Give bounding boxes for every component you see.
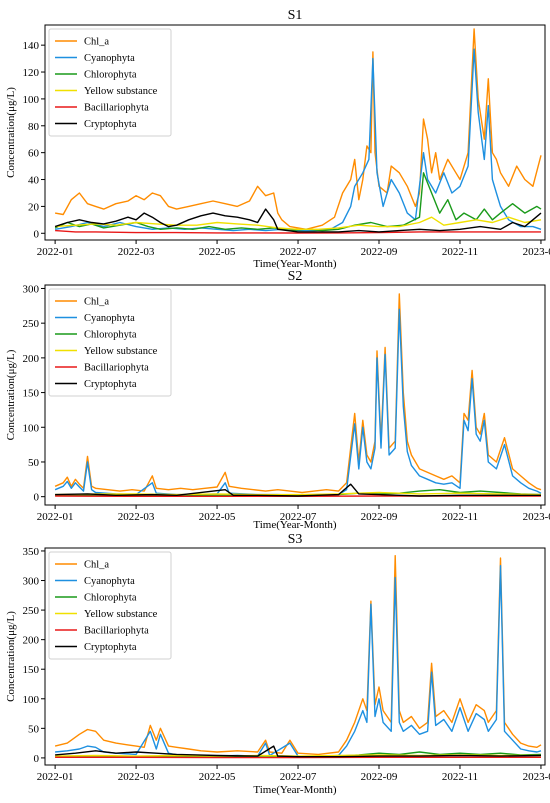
legend-entry: Cryptophyta [84,119,137,130]
series-line-chlorophyta [54,172,542,232]
x-tick-label: 2022-05 [199,511,236,523]
legend-entry: Yellow substance [84,609,158,620]
chart-panel-3: S3 0 50 100 150 200 250 300 350 2022-01 2022-03 202… [5,532,550,796]
legend-entry: Cyanophyta [84,576,135,587]
x-tick-label: 2023-01 [523,246,550,258]
plot-frame [44,547,546,766]
series-line-cryptophyta [55,745,542,758]
x-tick-label: 2022-07 [280,246,317,258]
y-tick-label: 150 [23,664,40,676]
x-tick-label: 2023-01 [523,511,550,523]
x-tick-label: 2022-01 [37,246,74,258]
y-tick-label: 0 [34,753,40,765]
legend-entry: Yellow substance [84,346,158,357]
chart-title: S2 [288,269,303,284]
y-tick-label: 100 [23,422,40,434]
y-tick-label: 50 [28,723,40,735]
legend: Chl_a Cyanophyta Chlorophyta Yellow substan… [48,551,172,660]
plot-frame [44,284,546,506]
series-line-yellow-substance [55,491,542,496]
x-tick-label: 2022-03 [118,246,155,258]
y-tick-label: 80 [28,121,40,133]
x-tick-label: 2022-09 [361,771,398,783]
legend-entry: Cryptophyta [84,642,137,653]
series-line-cyanophyta [55,565,542,758]
legend-entry: Chl_a [84,297,109,308]
legend-box [48,288,172,397]
series-line-chlorophyta [55,751,542,758]
series-line-cryptophyta [55,483,541,497]
y-tick-label: 350 [23,546,40,558]
y-tick-label: 200 [23,353,40,365]
y-tick-label: 140 [23,40,40,52]
legend-entry: Cyanophyta [84,53,135,64]
x-tick-label: 2022-03 [118,511,155,523]
legend-entry: Chlorophyta [84,70,137,81]
y-tick-label: 0 [34,228,40,240]
x-tick-label: 2022-09 [361,246,398,258]
y-tick-label: 150 [23,388,40,400]
legend-entry: Chl_a [84,560,109,571]
x-tick-label: 2022-03 [118,771,155,783]
x-tick-label: 2022-11 [442,771,478,783]
legend-entry: Chlorophyta [84,330,137,341]
legend: Chl_a Cyanophyta Chlorophyta Yellow substan… [48,288,172,397]
y-axis-label: Concentration(μg/L) [5,87,17,178]
x-tick-label: 2022-11 [442,246,478,258]
chart-title: S1 [288,8,303,23]
y-tick-label: 250 [23,318,40,330]
y-axis-label: Concentration(μg/L) [5,611,17,702]
y-axis-label: Concentration(μg/L) [5,349,17,440]
y-tick-label: 300 [23,576,40,588]
y-tick-label: 50 [28,457,40,469]
x-tick-label: 2022-07 [280,771,317,783]
y-tick-label: 250 [23,605,40,617]
legend-entry: Yellow substance [84,86,158,97]
y-tick-label: 100 [23,694,40,706]
series-line-bacillariophyta [55,229,541,234]
y-tick-label: 100 [23,94,40,106]
y-tick-label: 60 [28,148,40,160]
x-tick-label: 2022-05 [199,771,236,783]
x-axis-label: Time(Year-Month) [253,784,337,796]
legend-entry: Bacillariophyta [84,363,149,374]
legend-entry: Cyanophyta [84,313,135,324]
y-tick-label: 20 [28,201,40,213]
legend-box [48,28,172,137]
chart-panel-1: S1 0 20 40 60 80 100 120 140 2022-01 2022-03 2022-0… [5,8,550,270]
y-tick-label: 0 [34,492,40,504]
x-tick-label: 2023-01 [523,771,550,783]
x-tick-label: 2022-11 [442,511,478,523]
y-tick-label: 300 [23,283,40,295]
legend-entry: Bacillariophyta [84,103,149,114]
series-line-cryptophyta [54,208,542,233]
x-tick-label: 2022-05 [199,246,236,258]
x-tick-label: 2022-07 [280,511,317,523]
x-tick-label: 2022-09 [361,511,398,523]
y-tick-label: 120 [23,67,40,79]
chart-panel-2: S2 0 50 100 150 200 250 300 2022-01 2022-03 2022-0… [5,269,550,531]
legend: Chl_a Cyanophyta Chlorophyta Yellow substan… [48,28,172,137]
legend-entry: Chlorophyta [84,593,137,604]
y-tick-label: 40 [28,175,40,187]
series-line-chl-a [54,28,542,230]
series-line-yellow-substance [55,216,542,230]
chart-title: S3 [288,532,303,547]
x-axis-label: Time(Year-Month) [253,258,337,270]
x-tick-label: 2022-01 [37,511,74,523]
x-tick-label: 2022-01 [37,771,74,783]
legend-entry: Cryptophyta [84,379,137,390]
legend-entry: Chl_a [84,37,109,48]
plot-frame [44,24,546,241]
y-tick-label: 200 [23,635,40,647]
series-line-chl-a [54,555,542,756]
legend-entry: Bacillariophyta [84,626,149,637]
legend-box [48,551,172,660]
x-axis-label: Time(Year-Month) [253,519,337,531]
